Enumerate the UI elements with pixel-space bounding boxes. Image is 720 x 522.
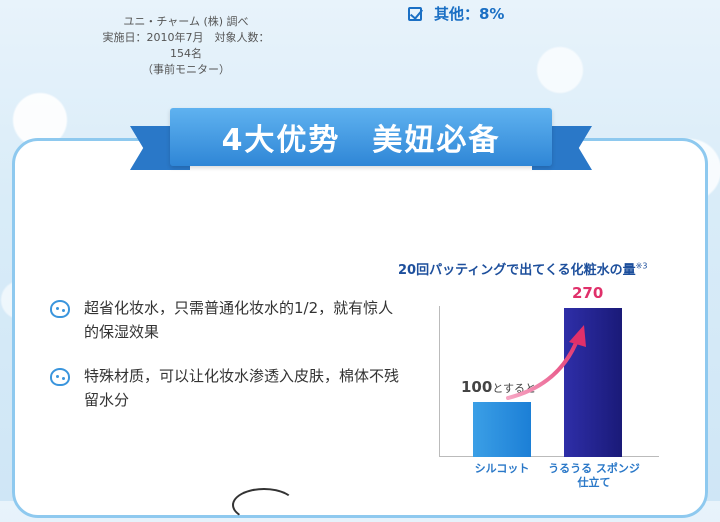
sponge-icon (50, 300, 70, 318)
chart-category-uruuru: うるうる スポンジ仕立て (548, 462, 640, 489)
section-banner: 4大优势 美妞必备 (130, 108, 592, 170)
survey-source: ユニ・チャーム (株) 調べ 実施日：2010年7月 対象人数：154名 （事前… (96, 14, 276, 78)
chart-title-text: 20回パッティングで出てくる化粧水の量 (398, 263, 636, 278)
banner-title: 4大优势 美妞必备 (170, 108, 552, 166)
feature-text: 超省化妆水，只需普通化妆水的1/2，就有惊人的保湿效果 (84, 299, 394, 341)
chart-bar-silcot (473, 402, 531, 457)
chart-y-axis (439, 306, 440, 456)
chart-title: 20回パッティングで出てくる化粧水の量※3 (398, 259, 647, 278)
decorative-circle (232, 488, 296, 522)
checkbox-checked-icon (408, 6, 422, 21)
survey-area: ユニ・チャーム (株) 調べ 実施日：2010年7月 対象人数：154名 （事前… (0, 0, 720, 80)
legend-item-label: 其他：8% (434, 5, 505, 23)
feature-item: 特殊材质，可以让化妆水渗透入皮肤，棉体不残留水分 (50, 364, 404, 412)
feature-text: 特殊材质，可以让化妆水渗透入皮肤，棉体不残留水分 (84, 367, 400, 409)
chart-category-silcot: シルコット (474, 462, 530, 475)
chart-bar-uruuru (564, 308, 622, 457)
chart-value-uruuru: 270 (572, 284, 604, 302)
survey-source-line: ユニ・チャーム (株) 調べ (123, 15, 249, 28)
chart-value-silcot: 100 (461, 378, 493, 396)
chart-value-label-silcot: 100とすると (461, 378, 536, 396)
survey-note-line: （事前モニター） (142, 63, 230, 76)
chart-x-axis (439, 456, 659, 457)
chart-title-note: ※3 (635, 261, 648, 271)
legend-item-others: 其他：8% (408, 3, 504, 24)
survey-details-line: 実施日：2010年7月 対象人数：154名 (102, 31, 270, 60)
sponge-icon (50, 368, 70, 386)
chart-value-suffix: とすると (492, 382, 536, 395)
feature-list: 超省化妆水，只需普通化妆水的1/2，就有惊人的保湿效果 特殊材质，可以让化妆水渗… (50, 296, 404, 432)
feature-item: 超省化妆水，只需普通化妆水的1/2，就有惊人的保湿效果 (50, 296, 404, 344)
